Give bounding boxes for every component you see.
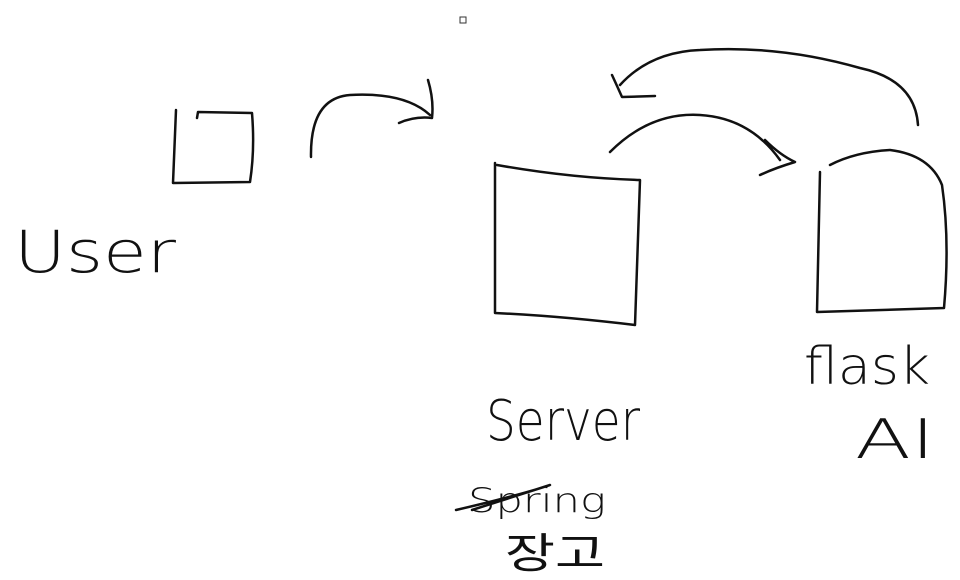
arrow-user-server xyxy=(309,78,434,159)
strike-through xyxy=(454,483,552,512)
flask-box xyxy=(815,148,948,314)
server-label: Server xyxy=(486,389,640,454)
flask-sublabel: AI xyxy=(855,408,935,471)
arrow-flask-server xyxy=(610,47,920,127)
user-label: User xyxy=(14,218,176,286)
server-box xyxy=(493,161,642,327)
flask-label: flask xyxy=(804,337,930,397)
user-box xyxy=(171,108,255,185)
arrow-server-flask xyxy=(608,113,797,177)
server-note: 장고 xyxy=(505,529,605,578)
cursor-marker xyxy=(459,16,467,24)
